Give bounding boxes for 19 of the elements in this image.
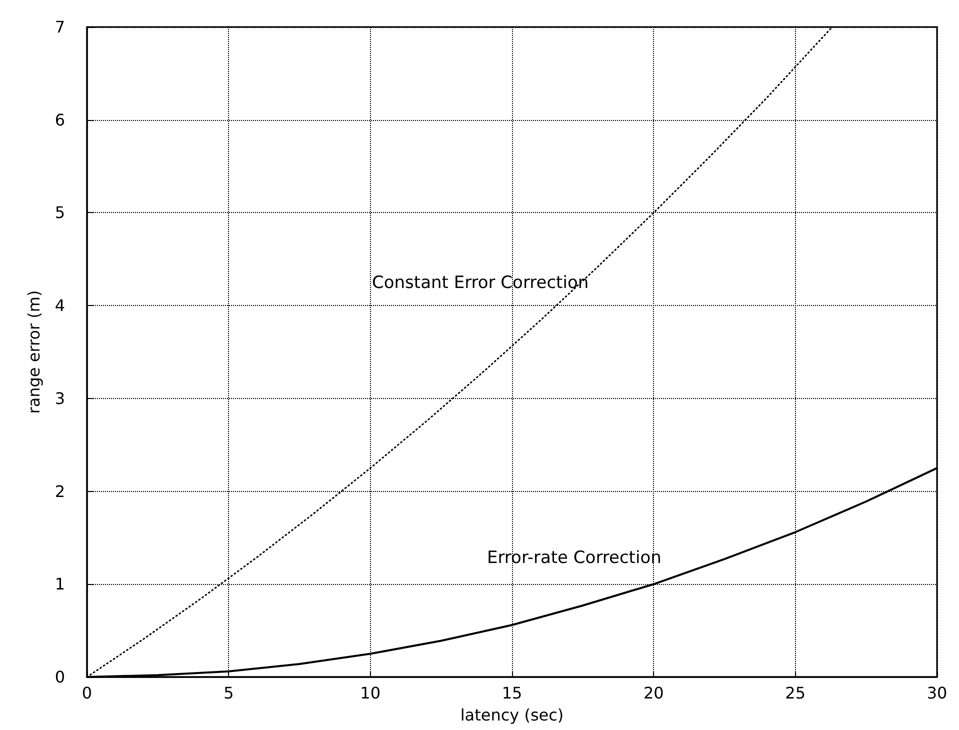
y-axis-title: range error (m) — [24, 290, 44, 414]
y-tick-label: 7 — [54, 18, 65, 36]
x-tick-label: 0 — [82, 684, 92, 702]
x-axis-title: latency (sec) — [460, 706, 564, 724]
series-label: Constant Error Correction — [372, 273, 589, 293]
x-tick-label: 20 — [643, 684, 664, 702]
y-tick-label: 1 — [54, 574, 65, 594]
y-tick-label: 3 — [54, 388, 65, 408]
x-tick-label: 5 — [224, 684, 234, 702]
y-tick-label: 0 — [54, 668, 65, 686]
y-tick-label: 2 — [54, 482, 65, 501]
x-tick-label: 10 — [360, 684, 381, 702]
series-label: Error-rate Correction — [487, 548, 662, 568]
y-tick-label: 4 — [54, 296, 65, 316]
x-tick-label: 25 — [785, 684, 806, 702]
x-tick-label: 15 — [502, 684, 522, 702]
y-tick-label: 5 — [54, 203, 65, 222]
y-tick-label: 6 — [54, 110, 65, 130]
x-tick-label: 30 — [926, 684, 948, 702]
